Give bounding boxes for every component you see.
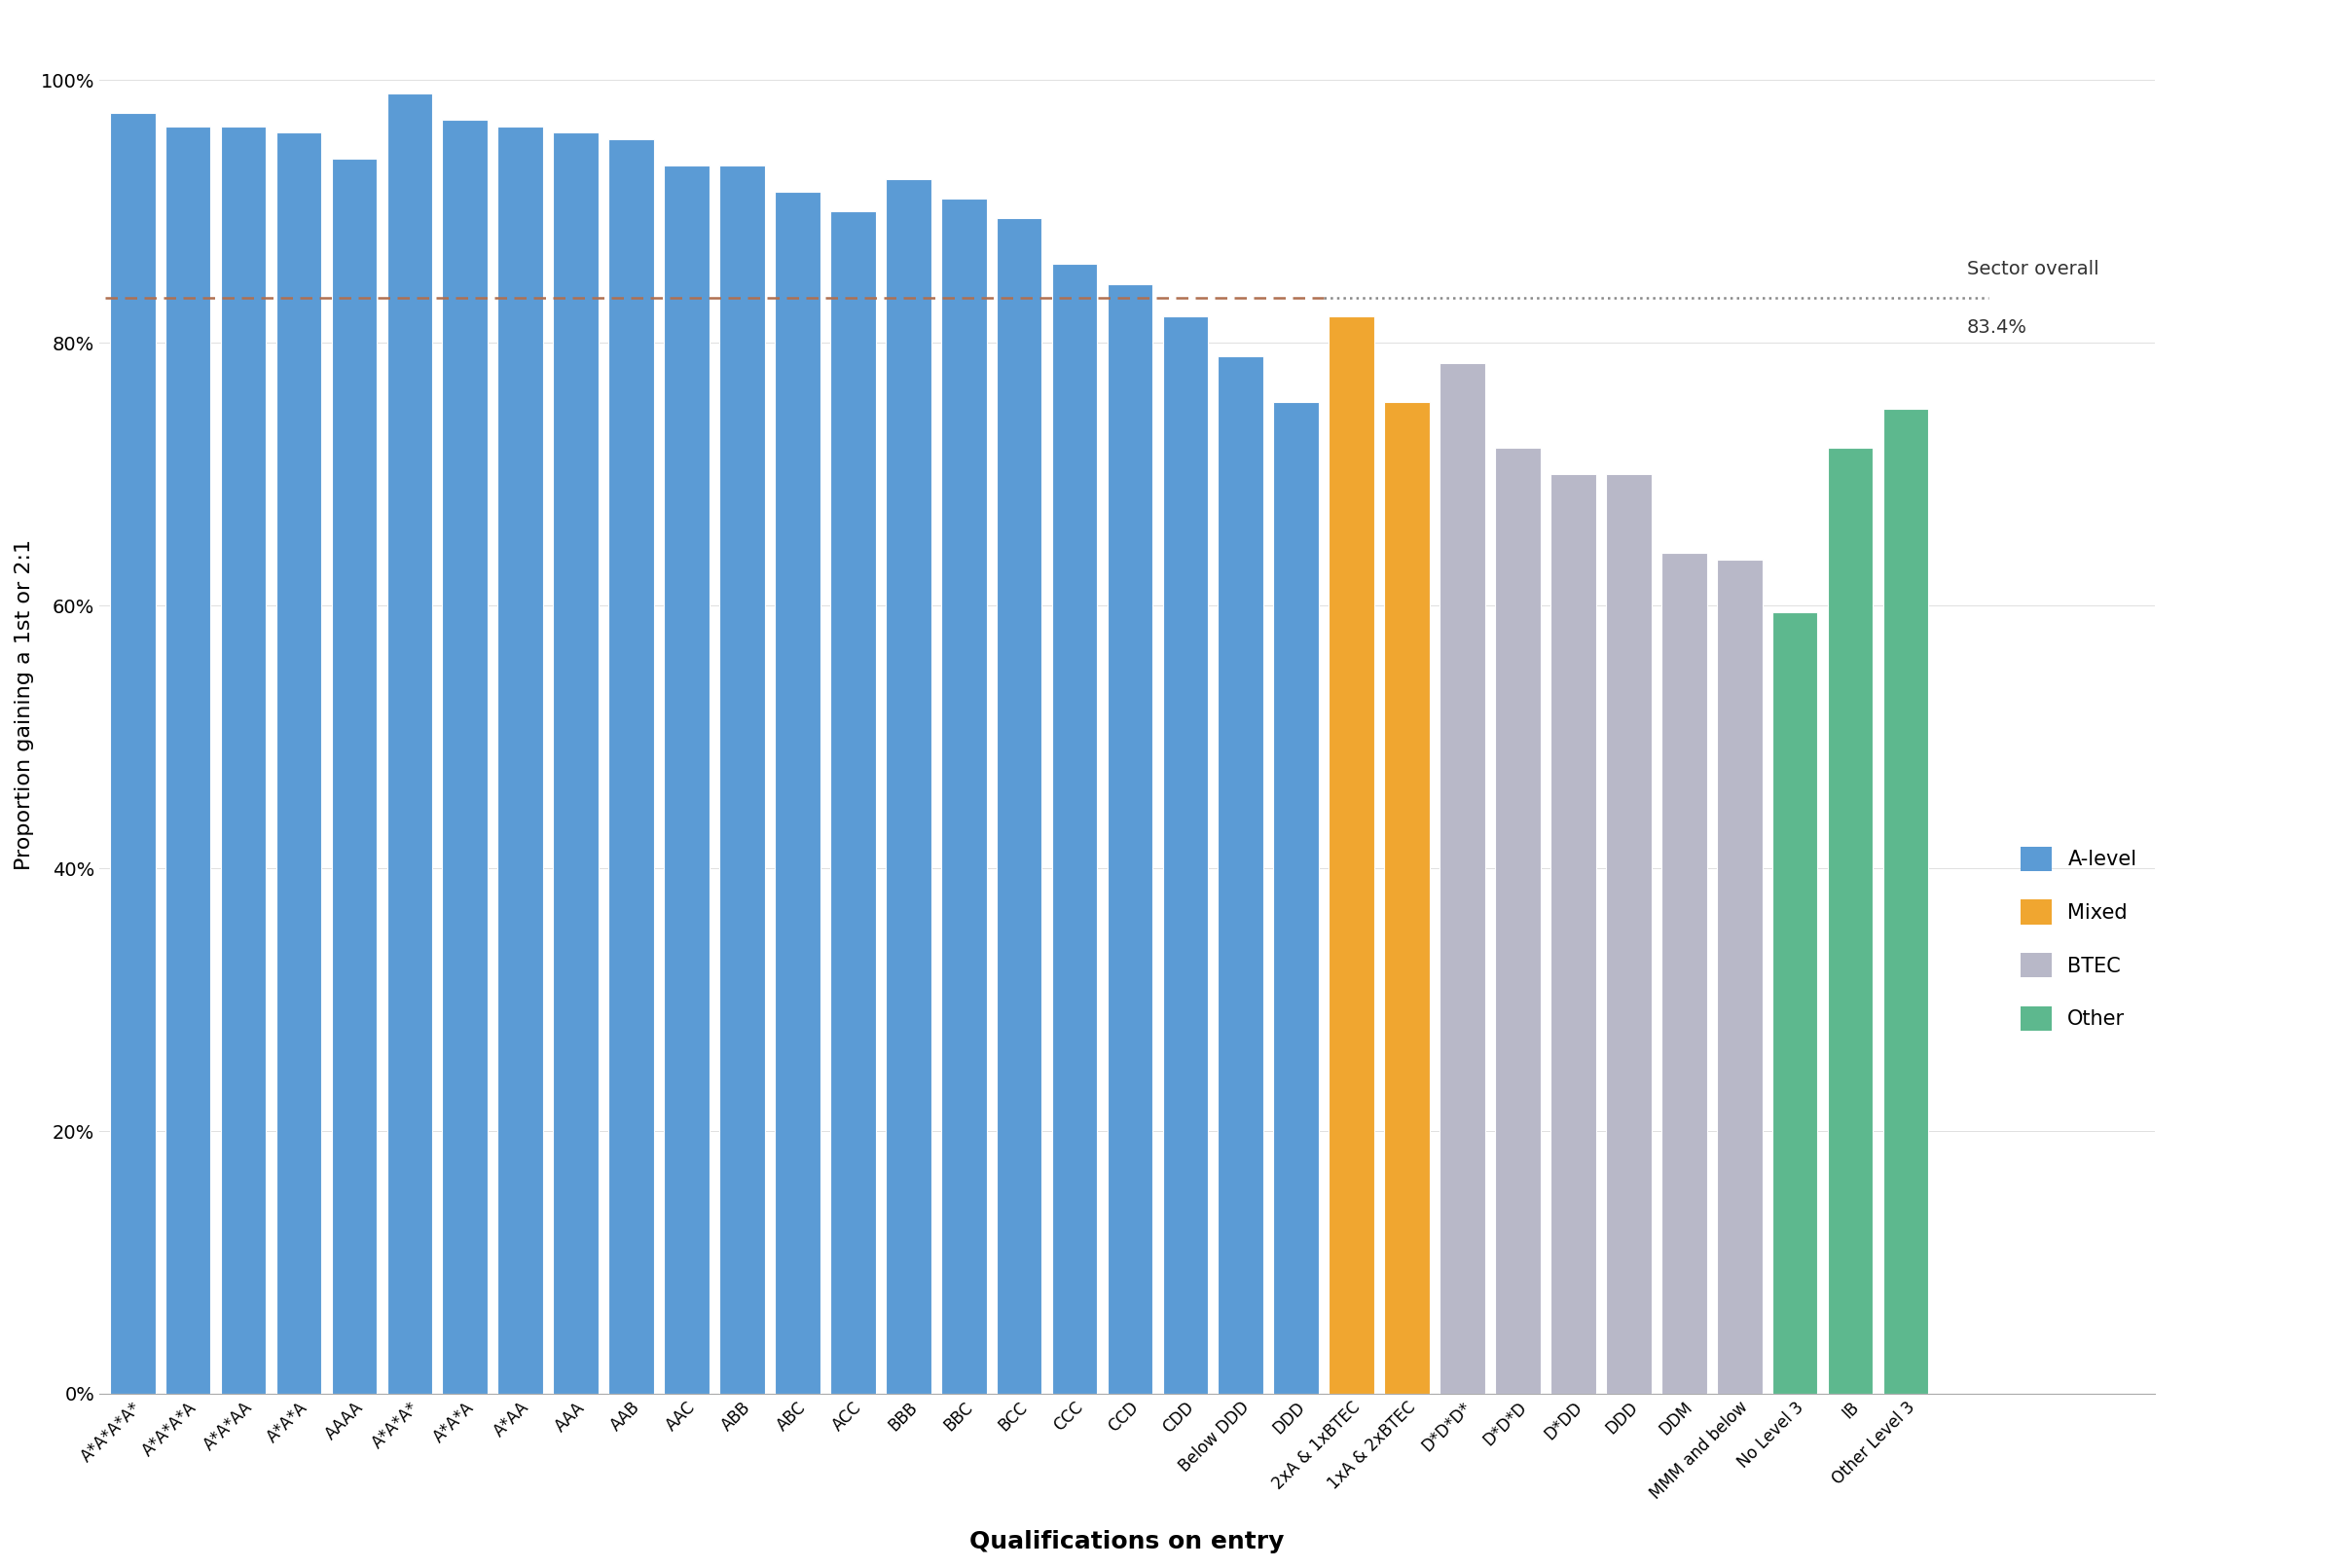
Bar [497,127,544,1394]
Bar [1495,448,1540,1394]
Bar [443,119,488,1394]
Bar [831,212,875,1394]
Bar [1108,284,1153,1394]
Bar [275,133,322,1394]
Bar [1052,263,1097,1394]
Bar [1605,474,1652,1394]
Bar [166,127,210,1394]
Bar [1827,448,1873,1394]
Bar [940,199,987,1394]
X-axis label: Qualifications on entry: Qualifications on entry [971,1530,1285,1554]
Bar [1439,362,1486,1394]
Bar [387,94,432,1394]
Bar [996,218,1043,1394]
Bar [1218,356,1264,1394]
Bar [665,166,709,1394]
Bar [331,158,378,1394]
Text: 83.4%: 83.4% [1967,318,2027,337]
Bar [553,133,600,1394]
Bar [1717,560,1761,1394]
Bar [1330,317,1374,1394]
Bar [887,179,931,1394]
Bar [609,140,653,1394]
Bar [222,127,266,1394]
Bar [1773,612,1817,1394]
Bar [1661,554,1708,1394]
Bar [1274,401,1318,1394]
Bar [110,113,156,1394]
Bar [1383,401,1430,1394]
Bar [1883,409,1929,1394]
Bar [1162,317,1208,1394]
Text: Sector overall: Sector overall [1967,260,2100,279]
Legend: A-level, Mixed, BTEC, Other: A-level, Mixed, BTEC, Other [2013,839,2144,1040]
Bar [775,191,821,1394]
Bar [719,166,765,1394]
Bar [1551,474,1596,1394]
Y-axis label: Proportion gaining a 1st or 2:1: Proportion gaining a 1st or 2:1 [14,539,35,870]
